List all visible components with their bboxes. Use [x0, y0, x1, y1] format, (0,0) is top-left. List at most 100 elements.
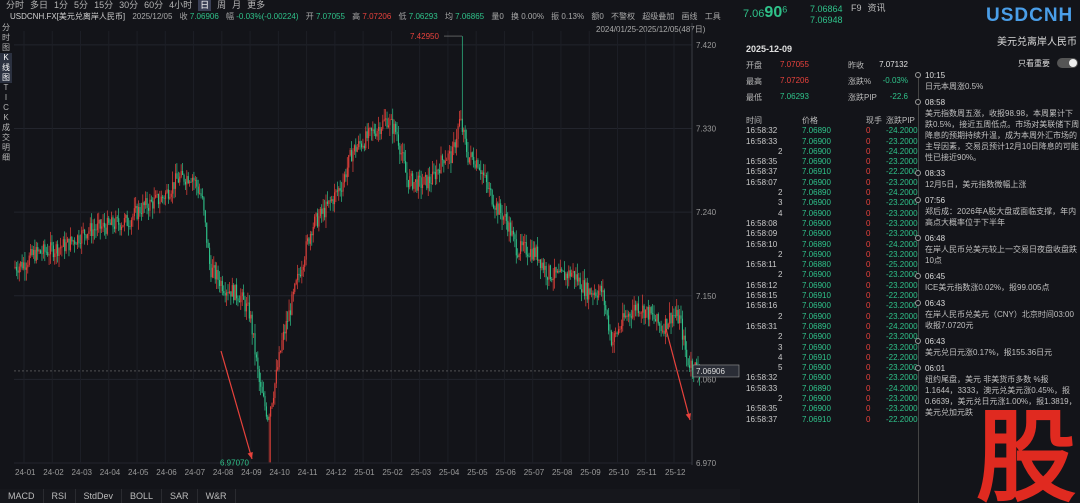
- candle-body: [186, 176, 188, 185]
- candlestick-chart[interactable]: 7.420 7.330 7.240 7.150 7.060 6.970 24-01 24-02…: [12, 23, 740, 485]
- candle-body: [666, 318, 668, 329]
- candle-body: [632, 310, 634, 318]
- vol-label: 量0: [491, 12, 504, 21]
- candle-body: [194, 179, 196, 181]
- low-label: 低 7.06293: [398, 12, 438, 21]
- candle-body: [331, 199, 333, 202]
- candle-body: [334, 192, 336, 205]
- candle-body: [369, 128, 371, 129]
- view-switch-char[interactable]: 成: [2, 123, 10, 132]
- candle-body: [691, 360, 693, 371]
- candle-body: [133, 208, 135, 217]
- indicator-tab-sar[interactable]: SAR: [162, 489, 198, 503]
- tick-cell: 7.06900: [802, 208, 831, 218]
- tick-cell: -22.2000: [886, 167, 918, 177]
- period-tab-10[interactable]: 月: [232, 0, 242, 10]
- open-label: 开 7.07055: [305, 12, 345, 21]
- candle-body: [522, 242, 524, 246]
- news-item[interactable]: 06:01 纽约尾盘，美元 非美货币多数 %报1.1644，3333，澳元兑美元涨…: [912, 363, 1080, 418]
- tick-cell: -23.2000: [886, 373, 918, 383]
- candle-body: [284, 331, 286, 334]
- candle-body: [360, 143, 363, 148]
- rights-button[interactable]: 不警权: [611, 12, 636, 21]
- only-important-toggle[interactable]: [1057, 58, 1078, 68]
- news-item[interactable]: 08:33 12月5日，美元指数微幅上涨: [912, 168, 1080, 190]
- candle-body: [416, 179, 418, 191]
- candle-body: [365, 131, 367, 149]
- date-range-label: 2024/01/25-2025/12/05(487日): [596, 25, 706, 34]
- candle-body: [649, 307, 651, 320]
- annotation-arrow-head: [247, 452, 253, 459]
- indicator-tab-boll[interactable]: BOLL: [122, 489, 163, 503]
- candle-body: [625, 315, 627, 318]
- candle-body: [190, 181, 192, 183]
- candle-body: [593, 292, 595, 295]
- period-tab-7[interactable]: 4小时: [169, 0, 193, 10]
- candle-body: [170, 193, 172, 197]
- news-button[interactable]: 资讯: [867, 3, 886, 13]
- indicator-tab-wr[interactable]: W&R: [198, 489, 236, 503]
- candle-body: [643, 305, 645, 319]
- news-item[interactable]: 06:43 美元兑日元涨0.17%，报155.36日元: [912, 336, 1080, 358]
- tick-row: 2 7.06900 0 -23.2000: [746, 394, 918, 404]
- view-switch-char[interactable]: T: [3, 83, 9, 92]
- view-switch-char[interactable]: I: [4, 93, 8, 102]
- tick-cell: -23.2000: [886, 198, 918, 208]
- period-tab-1[interactable]: 多日: [30, 0, 49, 10]
- period-tab-9[interactable]: 周: [217, 0, 227, 10]
- candle-body: [216, 269, 218, 280]
- period-tab-2[interactable]: 1分: [54, 0, 69, 10]
- candle-body: [491, 190, 493, 205]
- candle-body: [343, 174, 346, 183]
- period-tab-11[interactable]: 更多: [247, 0, 266, 10]
- view-switch-char[interactable]: 细: [2, 153, 10, 162]
- view-switch-char[interactable]: K: [3, 113, 9, 122]
- f9-button[interactable]: F9: [851, 3, 862, 13]
- view-switch-char[interactable]: K: [0, 53, 12, 63]
- news-item[interactable]: 10:15 日元本周涨0.5%: [912, 70, 1080, 92]
- view-switch-char[interactable]: 明: [2, 143, 10, 152]
- annotation-arrow: [220, 350, 253, 460]
- news-item[interactable]: 06:43 在岸人民币兑美元（CNY）北京时间03:00收报7.0720元: [912, 298, 1080, 331]
- news-item[interactable]: 06:48 在岸人民币兑美元较上一交易日夜盘收盘跌10点: [912, 233, 1080, 266]
- news-item[interactable]: 06:45 ICE美元指数涨0.02%，报99.005点: [912, 271, 1080, 293]
- indicator-tab-stddev[interactable]: StdDev: [76, 489, 123, 503]
- tools-button[interactable]: 工具: [704, 12, 721, 21]
- candle-body: [244, 299, 246, 312]
- candle-body: [674, 315, 676, 317]
- period-tab-5[interactable]: 30分: [119, 0, 139, 10]
- period-tab-3[interactable]: 5分: [74, 0, 89, 10]
- period-tab-6[interactable]: 60分: [144, 0, 164, 10]
- candle-body: [94, 229, 96, 231]
- period-tab-0[interactable]: 分时: [6, 0, 25, 10]
- candle-body: [481, 172, 483, 174]
- period-tab-8[interactable]: 日: [198, 0, 212, 11]
- view-switch-char[interactable]: C: [3, 103, 9, 112]
- view-switch-char[interactable]: 图: [0, 73, 12, 83]
- view-switch-char[interactable]: 图: [2, 43, 10, 52]
- timeline-dot-icon: [915, 300, 921, 306]
- candle-body: [193, 177, 195, 181]
- stamp-glyph: 股: [976, 399, 1076, 503]
- period-tab-4[interactable]: 15分: [94, 0, 114, 10]
- news-item[interactable]: 08:58 美元指数周五涨，收报98.98，本周累计下跌0.5%，接近五周低点。市…: [912, 97, 1080, 163]
- indicator-tab-macd[interactable]: MACD: [0, 489, 44, 503]
- view-switch-char[interactable]: 时: [2, 33, 10, 42]
- candle-body: [359, 141, 361, 144]
- tick-cell: 0: [866, 239, 871, 249]
- view-switch-char[interactable]: 交: [2, 133, 10, 142]
- candle-body: [508, 222, 510, 232]
- view-switch-char[interactable]: 线: [0, 63, 12, 73]
- candle-body: [689, 365, 691, 368]
- tick-cell: -24.2000: [886, 126, 918, 136]
- indicator-tab-rsi[interactable]: RSI: [44, 489, 76, 503]
- tick-cell: 16:58:16: [746, 301, 778, 311]
- view-switch-char[interactable]: 分: [2, 23, 10, 32]
- overlay-button[interactable]: 超级叠加: [642, 12, 675, 21]
- y-tick-label: 7.330: [696, 125, 717, 134]
- tick-cell: 0: [866, 270, 871, 280]
- draw-line-button[interactable]: 画线: [681, 12, 698, 21]
- candle-body: [454, 142, 456, 148]
- news-item[interactable]: 07:56 郑后成：2026年A股大盘或面临支撑，年内高点大概率位于下半年: [912, 195, 1080, 228]
